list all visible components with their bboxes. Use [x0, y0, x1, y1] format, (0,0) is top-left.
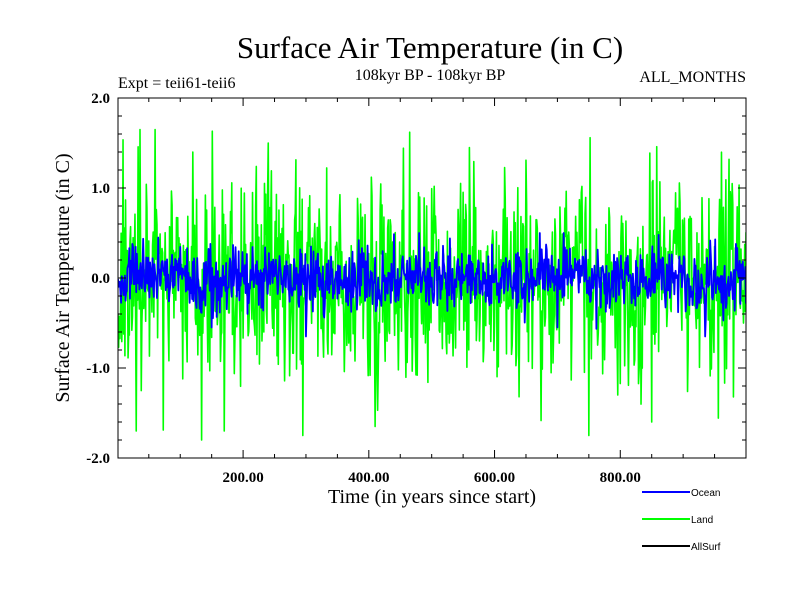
x-tick-label: 800.00 — [600, 470, 641, 486]
y-tick-label: -2.0 — [86, 451, 110, 467]
chart-subtitle: 108kyr BP - 108kyr BP — [355, 67, 506, 84]
legend-label-ocean: Ocean — [691, 488, 720, 499]
chart-title: Surface Air Temperature (in C) — [237, 30, 623, 65]
series-line-ocean — [118, 232, 746, 338]
x-axis-label: Time (in years since start) — [328, 486, 536, 508]
y-tick-label: 2.0 — [91, 91, 110, 107]
legend-label-land: Land — [691, 515, 713, 526]
legend-label-allsurf: AllSurf — [691, 542, 721, 553]
y-tick-label: 1.0 — [91, 181, 110, 197]
y-tick-label: -1.0 — [86, 361, 110, 377]
x-tick-label: 200.00 — [222, 470, 263, 486]
series-line-land — [118, 128, 746, 441]
plot-frame — [117, 97, 747, 459]
legend: Ocean Land AllSurf — [642, 488, 721, 553]
y-tick-label: 0.0 — [91, 271, 110, 287]
x-tick-label: 600.00 — [474, 470, 515, 486]
period-label: ALL_MONTHS — [639, 69, 746, 86]
y-axis-label: Surface Air Temperature (in C) — [52, 153, 74, 402]
experiment-label: Expt = teii61-teii6 — [118, 75, 235, 92]
x-tick-label: 400.00 — [348, 470, 389, 486]
